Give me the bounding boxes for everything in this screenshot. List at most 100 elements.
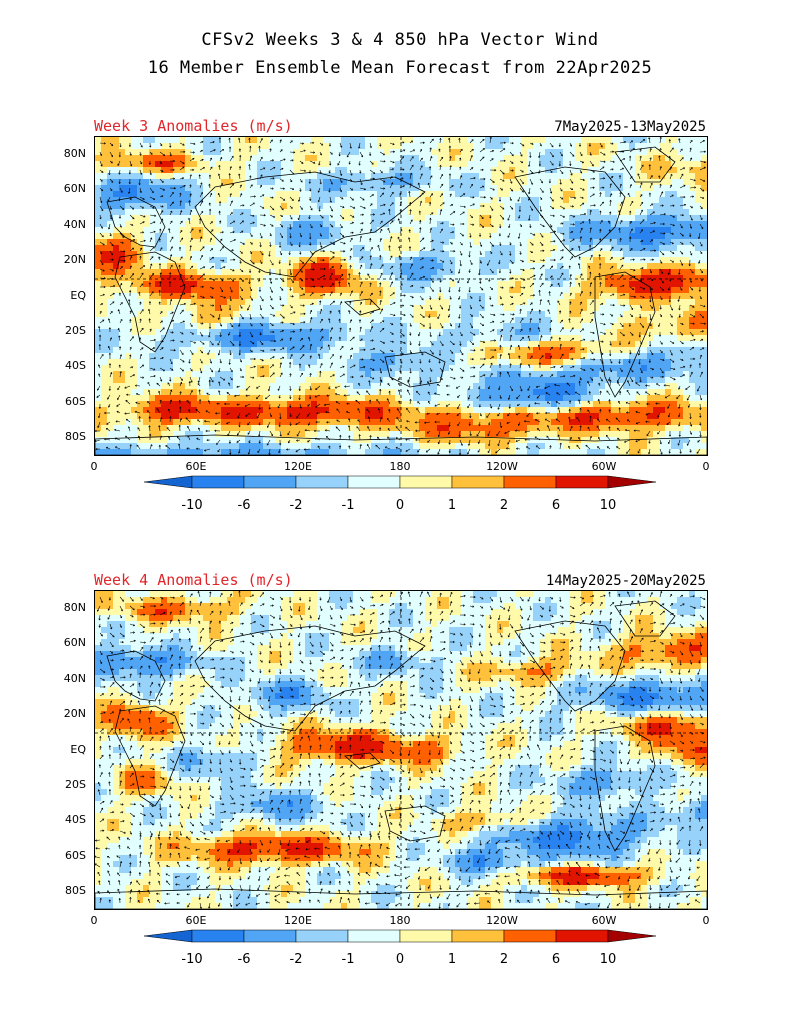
week3-anomaly-cell	[119, 275, 126, 282]
week3-anomaly-cell	[431, 299, 438, 306]
week3-anomaly-cell	[365, 323, 372, 330]
week3-anomaly-cell	[323, 413, 330, 420]
week3-anomaly-cell	[149, 143, 156, 150]
week3-anomaly-cell	[281, 425, 288, 432]
week3-anomaly-cell	[365, 161, 372, 168]
week3-anomaly-cell	[683, 209, 690, 216]
week3-anomaly-cell	[143, 293, 150, 300]
week3-anomaly-cell	[497, 335, 504, 342]
week3-anomaly-cell	[347, 401, 354, 408]
week3-anomaly-cell	[305, 245, 312, 252]
week3-anomaly-cell	[359, 155, 366, 162]
week3-anomaly-cell	[293, 263, 300, 270]
week3-anomaly-cell	[467, 275, 474, 282]
week3-anomaly-cell	[419, 377, 426, 384]
week3-anomaly-cell	[131, 185, 138, 192]
week3-anomaly-cell	[215, 257, 222, 264]
week3-anomaly-cell	[509, 233, 516, 240]
week3-anomaly-cell	[551, 311, 558, 318]
week3-anomaly-cell	[143, 227, 150, 234]
week3-anomaly-cell	[179, 239, 186, 246]
week3-anomaly-cell	[119, 347, 126, 354]
week3-anomaly-cell	[539, 323, 546, 330]
week3-anomaly-cell	[599, 185, 606, 192]
week3-anomaly-cell	[119, 221, 126, 228]
week3-anomaly-cell	[599, 167, 606, 174]
week3-anomaly-cell	[605, 341, 612, 348]
week3-anomaly-cell	[269, 143, 276, 150]
week3-anomaly-cell	[317, 341, 324, 348]
week3-anomaly-cell	[185, 149, 192, 156]
week3-anomaly-cell	[611, 269, 618, 276]
week3-anomaly-cell	[353, 287, 360, 294]
week3-anomaly-cell	[215, 287, 222, 294]
week3-anomaly-cell	[455, 209, 462, 216]
week3-anomaly-cell	[371, 215, 378, 222]
week3-anomaly-cell	[443, 281, 450, 288]
week3-anomaly-cell	[455, 197, 462, 204]
week3-anomaly-cell	[251, 245, 258, 252]
week3-anomaly-cell	[437, 155, 444, 162]
week3-anomaly-cell	[503, 233, 510, 240]
week3-anomaly-cell	[605, 251, 612, 258]
week3-anomaly-cell	[281, 359, 288, 366]
week3-anomaly-cell	[557, 371, 564, 378]
week3-anomaly-cell	[491, 137, 498, 144]
week3-anomaly-cell	[647, 233, 654, 240]
week3-anomaly-cell	[695, 395, 702, 402]
week3-anomaly-cell	[311, 257, 318, 264]
week3-anomaly-cell	[431, 311, 438, 318]
week3-anomaly-cell	[185, 215, 192, 222]
week3-anomaly-cell	[155, 143, 162, 150]
week3-anomaly-cell	[701, 299, 707, 306]
week3-anomaly-cell	[311, 221, 318, 228]
week3-anomaly-cell	[617, 287, 624, 294]
week3-anomaly-cell	[443, 137, 450, 144]
week3-anomaly-cell	[179, 191, 186, 198]
week3-anomaly-cell	[137, 137, 144, 144]
week3-anomaly-cell	[191, 353, 198, 360]
week3-anomaly-cell	[407, 317, 414, 324]
week3-anomaly-cell	[161, 425, 168, 432]
week3-anomaly-cell	[581, 371, 588, 378]
week3-anomaly-cell	[215, 413, 222, 420]
week3-anomaly-cell	[479, 329, 486, 336]
week3-anomaly-cell	[347, 197, 354, 204]
week3-anomaly-cell	[659, 197, 666, 204]
week3-anomaly-cell	[407, 239, 414, 246]
week3-anomaly-cell	[431, 269, 438, 276]
week3-anomaly-cell	[101, 317, 108, 324]
week3-anomaly-cell	[389, 221, 396, 228]
week3-anomaly-cell	[101, 167, 108, 174]
week3-anomaly-cell	[113, 317, 120, 324]
week3-anomaly-cell	[683, 245, 690, 252]
week3-anomaly-cell	[131, 227, 138, 234]
week3-anomaly-cell	[545, 275, 552, 282]
week3-anomaly-cell	[509, 191, 516, 198]
week3-anomaly-cell	[311, 329, 318, 336]
week3-anomaly-cell	[461, 281, 468, 288]
week3-anomaly-cell	[179, 407, 186, 414]
week3-anomaly-cell	[491, 197, 498, 204]
week3-anomaly-cell	[485, 425, 492, 432]
week3-anomaly-cell	[665, 245, 672, 252]
week3-anomaly-cell	[239, 263, 246, 270]
week3-anomaly-cell	[101, 365, 108, 372]
week3-anomaly-cell	[317, 245, 324, 252]
week3-anomaly-cell	[533, 173, 540, 180]
week3-anomaly-cell	[179, 371, 186, 378]
week3-anomaly-cell	[299, 137, 306, 144]
week3-anomaly-cell	[335, 257, 342, 264]
week3-anomaly-cell	[173, 353, 180, 360]
week3-anomaly-cell	[557, 215, 564, 222]
week3-anomaly-cell	[605, 221, 612, 228]
week3-anomaly-cell	[593, 383, 600, 390]
week3-anomaly-cell	[431, 239, 438, 246]
week3-anomaly-cell	[341, 215, 348, 222]
week3-anomaly-cell	[329, 395, 336, 402]
week3-anomaly-cell	[641, 185, 648, 192]
week3-anomaly-cell	[557, 305, 564, 312]
week3-anomaly-cell	[137, 209, 144, 216]
week3-anomaly-cell	[353, 263, 360, 270]
week3-anomaly-cell	[143, 377, 150, 384]
